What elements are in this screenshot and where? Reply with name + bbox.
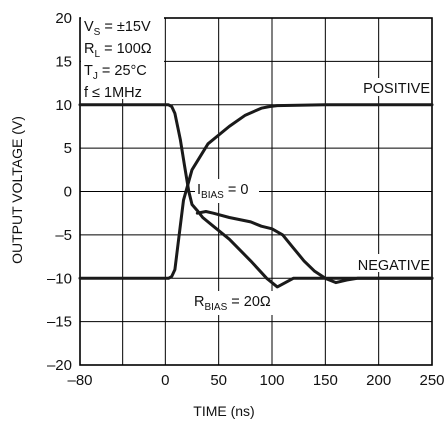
condition-vs: VS = ±15V: [84, 19, 151, 38]
positive-to-negative-curve: [78, 103, 434, 289]
x-tick-labels: –80 0 50 100 150 200 250: [67, 372, 444, 389]
rbias-negative-curve: [195, 210, 434, 280]
positive-label: POSITIVE: [363, 81, 430, 97]
negative-to-positive-curve: [78, 103, 434, 280]
x-tick-label: 100: [259, 372, 284, 389]
conditions-box: [81, 17, 164, 99]
x-tick-label: –80: [67, 372, 92, 389]
x-tick-label: 0: [161, 372, 169, 389]
condition-rl: RL = 100Ω: [84, 41, 152, 60]
negative-label: NEGATIVE: [358, 258, 431, 274]
y-tick-label: –20: [47, 357, 72, 374]
y-tick-label: –15: [47, 314, 72, 331]
y-tick-labels: 20 15 10 5 0 –5 –10 –15 –20: [47, 10, 72, 374]
x-tick-label: 200: [366, 372, 391, 389]
y-axis-title: OUTPUT VOLTAGE (V): [9, 116, 25, 264]
x-tick-label: 150: [313, 372, 338, 389]
y-tick-label: –5: [55, 227, 72, 244]
series-curves: [78, 103, 434, 289]
y-tick-label: 0: [64, 184, 72, 201]
x-tick-label: 250: [419, 372, 444, 389]
x-axis-title: TIME (ns): [193, 403, 254, 419]
y-tick-label: 15: [55, 53, 72, 70]
plot-frame: [79, 17, 433, 366]
y-tick-label: 10: [55, 97, 72, 114]
y-tick-label: 5: [64, 140, 72, 157]
condition-f: f ≤ 1MHz: [84, 85, 142, 101]
condition-tj: TJ = 25°C: [84, 63, 147, 82]
x-tick-label: 50: [210, 372, 227, 389]
y-tick-label: 20: [55, 10, 72, 27]
y-tick-label: –10: [47, 270, 72, 287]
